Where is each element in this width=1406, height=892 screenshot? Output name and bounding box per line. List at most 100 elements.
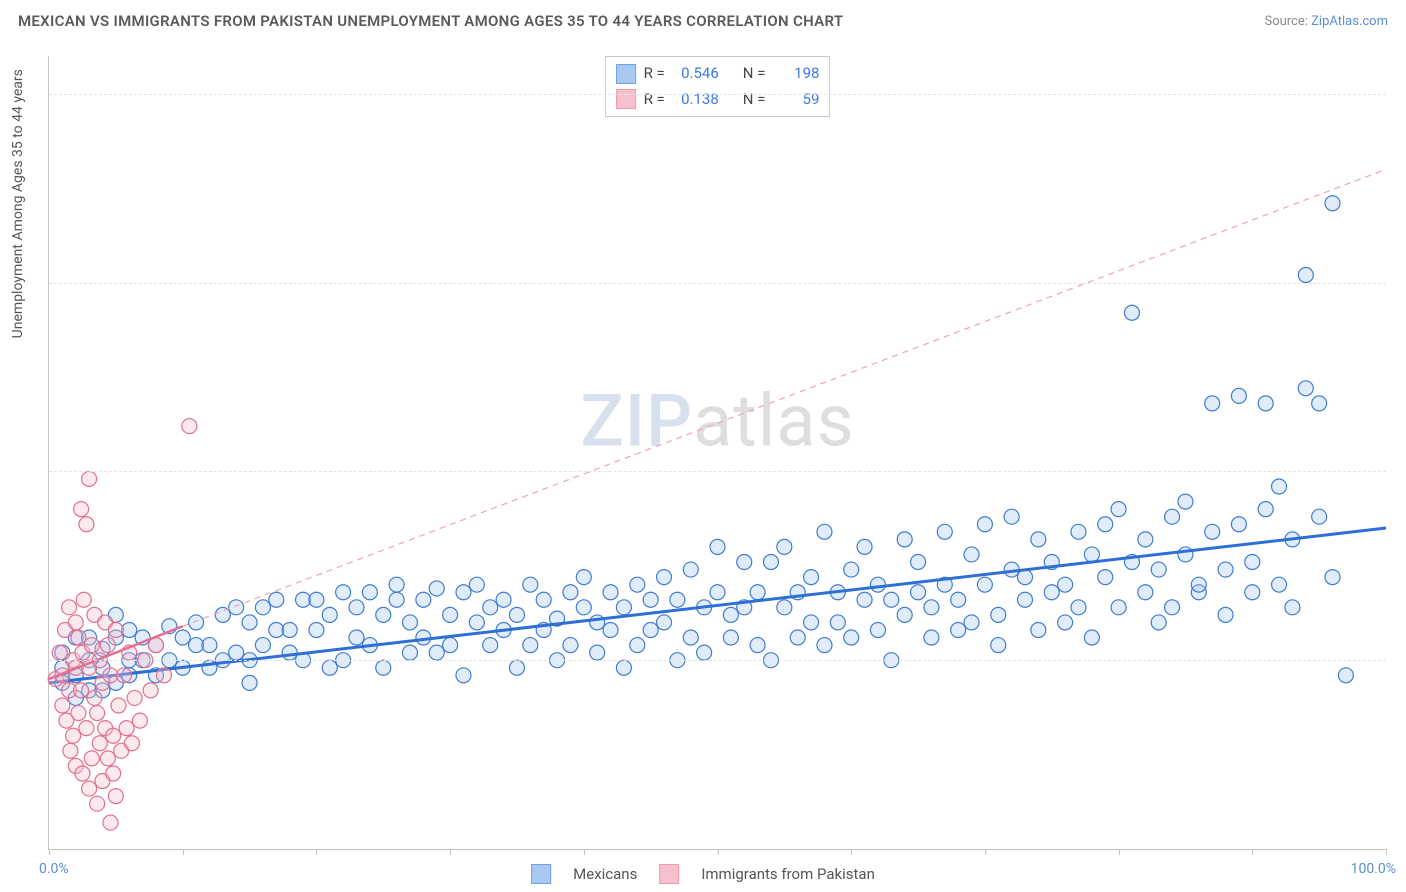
chart-svg (49, 56, 1386, 849)
scatter-point (1031, 622, 1046, 637)
scatter-point (523, 577, 538, 592)
scatter-point (1272, 479, 1287, 494)
scatter-point (844, 630, 859, 645)
scatter-point (229, 645, 244, 660)
scatter-point (763, 555, 778, 570)
scatter-point (71, 630, 86, 645)
y-tick-label: 15.0% (1398, 275, 1406, 291)
source-link[interactable]: ZipAtlas.com (1311, 14, 1388, 29)
x-tick (718, 849, 719, 855)
scatter-point (124, 736, 139, 751)
scatter-point (1218, 607, 1233, 622)
gridline (49, 94, 1386, 95)
scatter-point (1178, 494, 1193, 509)
scatter-point (964, 615, 979, 630)
scatter-point (87, 690, 102, 705)
scatter-point (1258, 396, 1273, 411)
y-tick-label: 10.0% (1398, 463, 1406, 479)
scatter-point (416, 592, 431, 607)
scatter-point (103, 815, 118, 830)
chart-title: MEXICAN VS IMMIGRANTS FROM PAKISTAN UNEM… (18, 12, 843, 30)
x-axis-max-label: 100.0% (1351, 861, 1396, 877)
scatter-point (182, 419, 197, 434)
scatter-point (456, 585, 471, 600)
scatter-point (804, 570, 819, 585)
scatter-point (108, 622, 123, 637)
x-axis-min-label: 0.0% (39, 861, 69, 877)
scatter-point (1098, 570, 1113, 585)
x-tick (985, 849, 986, 855)
scatter-point (1058, 615, 1073, 630)
scatter-point (79, 721, 94, 736)
scatter-point (1124, 305, 1139, 320)
scatter-point (389, 592, 404, 607)
scatter-point (322, 660, 337, 675)
scatter-point (897, 532, 912, 547)
scatter-point (116, 668, 131, 683)
scatter-point (100, 751, 115, 766)
scatter-point (1098, 517, 1113, 532)
scatter-point (924, 630, 939, 645)
scatter-point (710, 585, 725, 600)
chart-plot-area: ZIPatlas R = 0.546 N = 198 R = 0.138 N =… (48, 56, 1386, 850)
scatter-point (1325, 570, 1340, 585)
scatter-point (1044, 585, 1059, 600)
scatter-point (536, 592, 551, 607)
scatter-point (977, 517, 992, 532)
x-tick (1252, 849, 1253, 855)
scatter-point (630, 638, 645, 653)
scatter-point (76, 592, 91, 607)
scatter-point (964, 547, 979, 562)
x-tick (183, 849, 184, 855)
scatter-point (143, 683, 158, 698)
scatter-point (1165, 600, 1180, 615)
scatter-point (643, 592, 658, 607)
source-label: Source: ZipAtlas.com (1264, 14, 1388, 29)
source-prefix: Source: (1264, 14, 1311, 29)
scatter-point (229, 600, 244, 615)
scatter-point (857, 592, 872, 607)
x-tick (1386, 849, 1387, 855)
scatter-point (870, 622, 885, 637)
scatter-point (189, 615, 204, 630)
scatter-point (90, 706, 105, 721)
scatter-point (1084, 547, 1099, 562)
scatter-point (63, 743, 78, 758)
y-tick-label: 20.0% (1398, 86, 1406, 102)
scatter-point (66, 728, 81, 743)
scatter-point (1258, 502, 1273, 517)
scatter-point (924, 600, 939, 615)
scatter-point (106, 728, 121, 743)
scatter-point (349, 630, 364, 645)
legend-swatch (659, 864, 679, 884)
scatter-point (683, 562, 698, 577)
scatter-point (215, 607, 230, 622)
scatter-point (1165, 509, 1180, 524)
scatter-point (402, 615, 417, 630)
scatter-point (62, 600, 77, 615)
scatter-point (202, 638, 217, 653)
scatter-point (82, 471, 97, 486)
scatter-point (777, 600, 792, 615)
scatter-point (469, 577, 484, 592)
scatter-point (496, 592, 511, 607)
scatter-point (1138, 532, 1153, 547)
scatter-point (1325, 196, 1340, 211)
scatter-point (590, 645, 605, 660)
scatter-point (817, 524, 832, 539)
scatter-point (282, 645, 297, 660)
scatter-point (255, 600, 270, 615)
scatter-point (1298, 381, 1313, 396)
scatter-point (857, 539, 872, 554)
scatter-point (1312, 509, 1327, 524)
scatter-point (255, 638, 270, 653)
scatter-point (402, 645, 417, 660)
scatter-point (322, 607, 337, 622)
scatter-point (683, 630, 698, 645)
scatter-point (670, 592, 685, 607)
scatter-point (75, 766, 90, 781)
scatter-point (156, 668, 171, 683)
scatter-point (55, 698, 70, 713)
x-tick (584, 849, 585, 855)
scatter-point (750, 585, 765, 600)
